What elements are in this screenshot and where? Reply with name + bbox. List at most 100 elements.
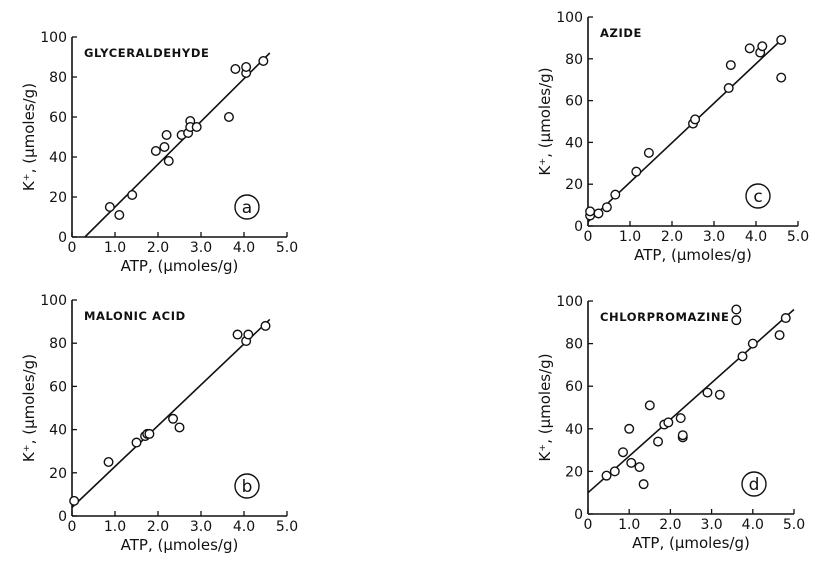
data-point bbox=[725, 60, 736, 71]
data-point bbox=[624, 423, 635, 434]
y-axis-label: K⁺, (µmoles/g) bbox=[536, 353, 554, 461]
data-point bbox=[131, 437, 142, 448]
data-point bbox=[747, 338, 758, 349]
panel-badge-circle bbox=[234, 473, 260, 499]
y-tick-label: 20 bbox=[49, 466, 67, 482]
x-axis-label: ATP, (µmoles/g) bbox=[634, 246, 752, 264]
data-point bbox=[243, 329, 254, 340]
data-point bbox=[653, 436, 664, 447]
data-point bbox=[631, 166, 642, 177]
regression-line bbox=[587, 308, 795, 494]
panel-badge-circle bbox=[745, 183, 771, 209]
data-point bbox=[644, 400, 655, 411]
data-point bbox=[601, 470, 612, 481]
x-tick-label: 2.0 bbox=[147, 519, 169, 535]
regression-line bbox=[71, 318, 271, 508]
data-point bbox=[776, 72, 787, 83]
y-axis-label: K⁺, (µmoles/g) bbox=[536, 67, 554, 175]
chart-title: AZIDE bbox=[600, 26, 642, 40]
data-point bbox=[626, 457, 637, 468]
data-point bbox=[757, 41, 768, 52]
x-tick-label: 4.0 bbox=[745, 229, 767, 245]
chart-panel-d: 0 1.0 2.0 3.0 4.0 5.0 0 20 40 60 80 100 ATP, (µmoles… bbox=[536, 294, 805, 552]
y-tick-label: 100 bbox=[556, 10, 583, 26]
data-point bbox=[609, 466, 620, 477]
panel-badge-circle bbox=[741, 471, 767, 497]
data-point bbox=[69, 495, 80, 506]
x-tick-label: 2.0 bbox=[661, 229, 683, 245]
data-point bbox=[634, 462, 645, 473]
x-tick-label: 2.0 bbox=[659, 517, 681, 533]
x-tick-label: 3.0 bbox=[190, 519, 212, 535]
y-tick-label: 0 bbox=[58, 509, 67, 525]
y-tick-label: 60 bbox=[49, 379, 67, 395]
data-point bbox=[159, 141, 170, 152]
panel-badge-label: c bbox=[753, 187, 762, 207]
y-tick-label: 20 bbox=[565, 464, 583, 480]
data-point bbox=[774, 330, 785, 341]
data-point bbox=[260, 320, 271, 331]
data-point bbox=[223, 111, 234, 122]
data-point bbox=[610, 189, 621, 200]
data-point bbox=[731, 315, 742, 326]
data-point bbox=[585, 206, 596, 217]
data-point bbox=[232, 329, 243, 340]
data-point bbox=[663, 417, 674, 428]
y-tick-label: 40 bbox=[49, 423, 67, 439]
data-point bbox=[168, 413, 179, 424]
y-tick-label: 80 bbox=[49, 70, 67, 86]
y-tick-label: 40 bbox=[565, 422, 583, 438]
data-point bbox=[731, 304, 742, 315]
data-point bbox=[191, 121, 202, 132]
data-point bbox=[702, 387, 713, 398]
y-tick-label: 20 bbox=[565, 177, 583, 193]
regression-line bbox=[587, 39, 782, 223]
data-point bbox=[776, 34, 787, 45]
data-point bbox=[638, 479, 649, 490]
y-tick-label: 100 bbox=[556, 294, 583, 310]
x-tick-label: 4.0 bbox=[233, 240, 255, 256]
data-point bbox=[714, 389, 725, 400]
panel-badge-circle bbox=[234, 194, 260, 220]
data-point bbox=[643, 147, 654, 158]
data-point bbox=[737, 351, 748, 362]
x-tick-label: 0 bbox=[584, 229, 593, 245]
y-tick-label: 60 bbox=[49, 110, 67, 126]
data-point bbox=[163, 155, 174, 166]
x-tick-label: 2.0 bbox=[147, 240, 169, 256]
data-point bbox=[675, 413, 686, 424]
chart-panel-b: 0 1.0 2.0 3.0 4.0 5.0 0 20 40 60 80 100 ATP, (µmoles… bbox=[20, 293, 298, 554]
y-axis-label: K⁺, (µmoles/g) bbox=[20, 354, 38, 462]
x-axis-label: ATP, (µmoles/g) bbox=[632, 534, 750, 552]
y-tick-label: 40 bbox=[49, 150, 67, 166]
y-tick-label: 0 bbox=[574, 219, 583, 235]
y-tick-label: 60 bbox=[565, 379, 583, 395]
y-tick-label: 60 bbox=[565, 94, 583, 110]
x-tick-label: 4.0 bbox=[233, 519, 255, 535]
data-point bbox=[230, 63, 241, 74]
chart-panel-c: 0 1.0 2.0 3.0 4.0 5.0 0 20 40 60 80 100 ATP, (µmoles… bbox=[536, 10, 809, 264]
x-tick-label: 5.0 bbox=[783, 517, 805, 533]
data-point bbox=[723, 83, 734, 94]
panel-badge-label: b bbox=[242, 477, 253, 497]
y-tick-label: 20 bbox=[49, 190, 67, 206]
x-tick-label: 1.0 bbox=[104, 519, 126, 535]
y-tick-label: 100 bbox=[40, 30, 67, 46]
x-tick-label: 0 bbox=[584, 517, 593, 533]
data-point bbox=[103, 457, 114, 468]
y-tick-label: 0 bbox=[58, 230, 67, 246]
regression-line bbox=[84, 52, 271, 238]
x-tick-label: 3.0 bbox=[700, 517, 722, 533]
x-tick-label: 1.0 bbox=[104, 240, 126, 256]
x-tick-label: 5.0 bbox=[787, 229, 809, 245]
data-point bbox=[144, 428, 155, 439]
chart-title: GLYCERALDEHYDE bbox=[84, 46, 209, 60]
chart-panel-a: 0 1.0 2.0 3.0 4.0 5.0 0 20 40 60 80 100 ATP, (µmoles… bbox=[20, 30, 298, 275]
x-tick-label: 1.0 bbox=[619, 229, 641, 245]
data-point bbox=[601, 202, 612, 213]
x-axis-label: ATP, (µmoles/g) bbox=[121, 536, 239, 554]
chart-title: CHLORPROMAZINE bbox=[600, 310, 730, 324]
x-axis-label: ATP, (µmoles/g) bbox=[121, 257, 239, 275]
panel-badge-label: a bbox=[242, 198, 252, 218]
